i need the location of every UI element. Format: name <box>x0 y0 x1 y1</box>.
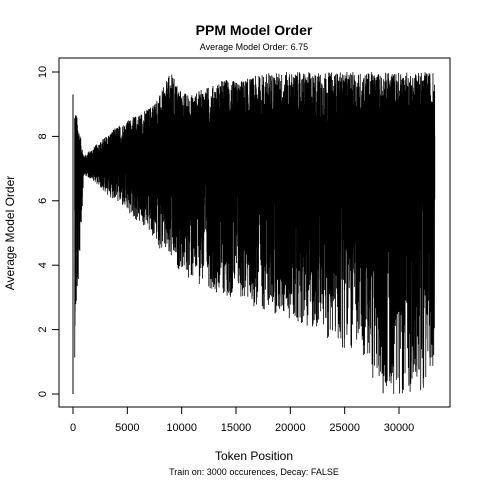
y-tick-label: 2 <box>37 327 49 333</box>
chart-title: PPM Model Order <box>196 22 313 38</box>
y-tick-label: 10 <box>37 66 49 78</box>
x-tick-label: 30000 <box>384 422 415 434</box>
x-tick-label: 15000 <box>221 422 252 434</box>
x-axis: 0 5000 10000 15000 20000 25000 30000 <box>70 406 415 434</box>
x-tick-label: 5000 <box>115 422 139 434</box>
x-tick-label: 10000 <box>166 422 197 434</box>
y-axis: 0 2 4 6 8 10 <box>37 66 60 397</box>
y-tick-label: 8 <box>37 133 49 139</box>
y-tick-label: 6 <box>37 198 49 204</box>
x-tick-label: 25000 <box>329 422 360 434</box>
chart-subtitle: Average Model Order: 6.75 <box>200 42 308 52</box>
y-tick-label: 0 <box>37 391 49 397</box>
x-axis-label: Token Position <box>215 449 293 463</box>
y-axis-label: Average Model Order <box>3 176 17 291</box>
series-line <box>74 72 436 394</box>
chart-footnote: Train on: 3000 occurences, Decay: FALSE <box>169 467 339 477</box>
x-tick-label: 20000 <box>275 422 306 434</box>
plot-area <box>72 72 436 394</box>
x-tick-label: 0 <box>70 422 76 434</box>
y-tick-label: 4 <box>37 262 49 268</box>
